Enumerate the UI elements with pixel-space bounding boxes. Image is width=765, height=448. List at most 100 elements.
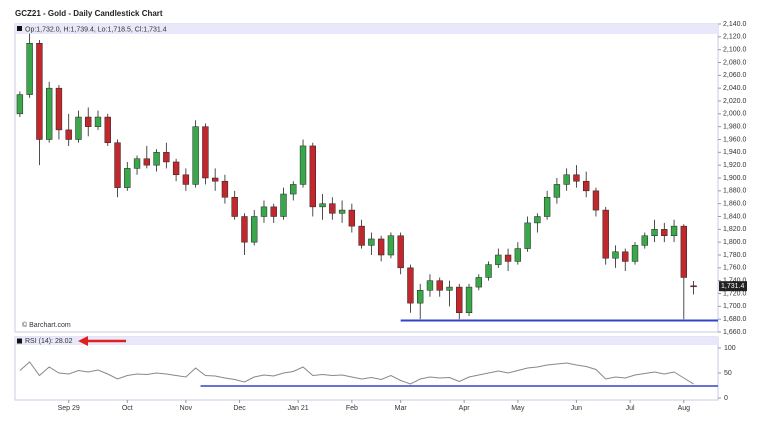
candle-body: [368, 238, 375, 246]
candle-body: [485, 264, 492, 278]
candle-body: [622, 251, 629, 262]
x-tick-label: Jan 21: [288, 405, 309, 412]
candle-body: [241, 216, 248, 243]
y-tick-label: 1,900.0: [723, 175, 746, 182]
candle-body: [260, 206, 268, 217]
y-tick-label: 1,760.0: [723, 265, 746, 272]
rsi-panel: [14, 336, 719, 401]
candle-body: [329, 203, 336, 214]
y-tick-label: 1,800.0: [723, 239, 746, 246]
candle-body: [641, 235, 648, 246]
candle-body: [309, 145, 316, 208]
candle-body: [26, 43, 33, 95]
rsi-strip: [15, 337, 718, 345]
candle-body: [475, 277, 482, 288]
candle-body: [163, 152, 170, 163]
y-tick-label: 2,000.0: [723, 111, 746, 118]
candle-body: [202, 126, 209, 179]
y-tick-label: 1,680.0: [723, 316, 746, 323]
candle-body: [524, 222, 531, 249]
candle-body: [192, 126, 199, 185]
candle-body: [348, 209, 356, 227]
candle-body: [358, 225, 365, 246]
candle-body: [495, 254, 502, 265]
candle-body: [94, 116, 102, 127]
candle-body: [651, 229, 658, 236]
x-tick-label: Jun: [571, 405, 582, 412]
price-panel: [14, 23, 719, 333]
candle-body: [534, 216, 541, 224]
y-tick-label: 1,660.0: [723, 329, 746, 336]
candle-body: [221, 180, 229, 198]
info-text: Op:1,732.0, H:1,739.4, Lo:1,718.5, Cl:1,…: [25, 26, 167, 33]
candle-body: [75, 116, 82, 140]
candle-body: [690, 285, 697, 288]
y-tick-label: 2,100.0: [723, 47, 746, 54]
last-price-box: [719, 281, 747, 292]
chart-title: GCZ21 - Gold - Daily Candlestick Chart: [15, 9, 163, 18]
candle-body: [465, 286, 473, 314]
candle-body: [573, 174, 580, 182]
candle-body: [338, 209, 346, 214]
candle-body: [592, 190, 600, 211]
x-tick-label: Sep 29: [58, 405, 80, 412]
candle-body: [45, 87, 53, 140]
credit: © Barchart.com: [22, 321, 71, 329]
y-tick-label: 1,860.0: [723, 201, 746, 208]
candle-body: [514, 248, 522, 262]
y-tick-label: 1,780.0: [723, 252, 746, 259]
x-tick-label: Mar: [395, 405, 408, 412]
candle-body: [290, 184, 297, 195]
y-tick-label: 1,960.0: [723, 136, 746, 143]
candle-body: [680, 225, 688, 278]
candle-body: [436, 280, 443, 291]
candle-body: [36, 43, 43, 140]
candle-body: [153, 152, 160, 166]
rsi-tick-label: 100: [724, 345, 736, 352]
candle-body: [124, 168, 131, 188]
candle-body: [417, 290, 424, 304]
y-tick-label: 2,080.0: [723, 59, 746, 66]
candle-body: [563, 174, 570, 185]
last-price-label: 1,731.4: [721, 283, 744, 290]
candle-body: [299, 145, 307, 185]
candle-body: [211, 177, 219, 182]
candle-body: [319, 203, 326, 208]
y-tick-label: 1,720.0: [723, 290, 746, 297]
candle-body: [631, 245, 639, 262]
candle-body: [661, 229, 668, 236]
candle-body: [377, 238, 385, 256]
y-tick-label: 2,020.0: [723, 98, 746, 105]
x-tick-label: Apr: [459, 405, 471, 412]
candle-body: [104, 116, 111, 143]
y-tick-label: 1,820.0: [723, 226, 746, 233]
candle-body: [602, 209, 609, 259]
candle-body: [446, 286, 453, 291]
candle-body: [280, 193, 287, 217]
candle-body: [16, 94, 24, 115]
candle-body: [55, 87, 63, 131]
y-tick-label: 1,980.0: [723, 124, 746, 131]
candle-body: [172, 161, 180, 176]
candle-body: [143, 158, 150, 166]
y-tick-label: 2,140.0: [723, 21, 746, 28]
x-tick-label: Nov: [180, 405, 193, 412]
y-tick-label: 1,700.0: [723, 303, 746, 310]
y-tick-label: 2,060.0: [723, 72, 746, 79]
x-tick-label: Jul: [626, 405, 635, 412]
candle-body: [270, 206, 277, 217]
y-tick-label: 2,120.0: [723, 34, 746, 41]
x-tick-label: Oct: [122, 405, 133, 412]
candle-body: [456, 286, 463, 314]
y-tick-label: 1,880.0: [723, 188, 746, 195]
y-tick-label: 1,920.0: [723, 162, 746, 169]
candle-body: [85, 116, 92, 127]
candle-body: [553, 184, 561, 198]
x-tick-label: Feb: [346, 405, 358, 412]
rsi-tick-label: 0: [724, 395, 728, 402]
candle-body: [670, 225, 678, 236]
red-arrow: [78, 336, 126, 346]
info-strip: [15, 24, 718, 34]
candle-body: [407, 267, 414, 304]
